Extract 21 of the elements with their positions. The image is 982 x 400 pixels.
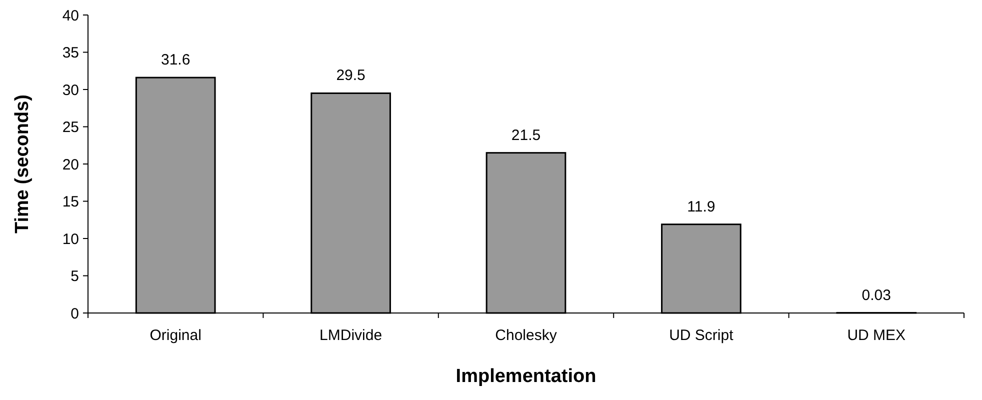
data-label: 11.9 [687, 198, 716, 216]
y-tick-label: 15 [62, 194, 79, 210]
y-tick-label: 40 [62, 7, 79, 24]
x-axis-title: Implementation [456, 366, 596, 387]
x-tick-label: LMDivide [320, 327, 382, 344]
data-label: 21.5 [511, 126, 541, 144]
y-tick-label: 0 [70, 305, 79, 322]
data-label: 29.5 [336, 67, 366, 84]
x-tick-label: Original [150, 327, 202, 344]
x-tick-label: Cholesky [495, 327, 558, 344]
y-tick-label: 25 [62, 119, 79, 136]
y-axis-title: Time (seconds) [12, 94, 33, 234]
y-tick-label: 20 [62, 156, 79, 174]
x-tick-label: UD Script [669, 327, 734, 344]
y-tick-label: 35 [62, 44, 79, 62]
y-tick-label: 30 [62, 82, 79, 99]
data-label: 0.03 [862, 286, 891, 304]
y-tick-label: 10 [62, 230, 79, 248]
data-label: 31.6 [161, 52, 190, 69]
x-tick-label: UD MEX [847, 327, 906, 344]
y-tick-label: 5 [70, 268, 79, 285]
